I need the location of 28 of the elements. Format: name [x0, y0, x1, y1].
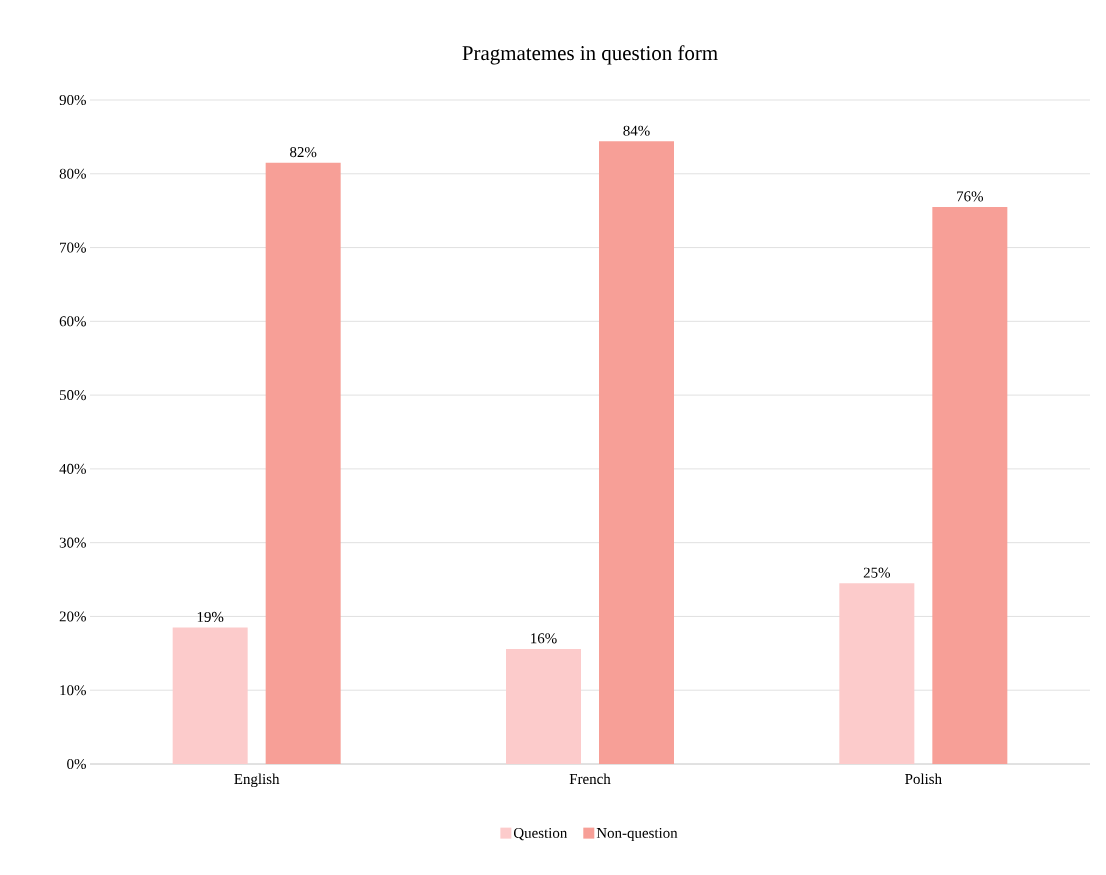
data-label: 76% — [957, 191, 984, 202]
data-label: 84% — [623, 125, 650, 136]
y-tick-label: 50% — [59, 390, 86, 401]
data-label: 25% — [863, 567, 891, 578]
bar — [599, 141, 674, 764]
y-tick-label: 60% — [59, 316, 86, 327]
bar — [839, 583, 915, 764]
bar — [172, 627, 248, 764]
data-label: 16% — [531, 633, 557, 644]
legend-label: Non-question — [596, 827, 678, 842]
bar — [932, 206, 1008, 764]
x-tick-label: French — [569, 773, 611, 785]
data-label: 19% — [197, 611, 224, 622]
x-tick-label: English — [234, 773, 280, 788]
y-tick-label: 30% — [59, 537, 86, 548]
y-tick-label: 70% — [60, 242, 86, 253]
y-tick-label: 10% — [60, 685, 86, 696]
bar — [506, 648, 581, 764]
bar — [265, 162, 341, 764]
y-tick-label: 40% — [59, 463, 86, 474]
y-tick-label: 20% — [59, 611, 86, 622]
data-label: 82% — [290, 147, 317, 158]
y-tick-label: 80% — [59, 168, 86, 179]
chart-title: Pragmatemes in question form — [462, 45, 718, 65]
legend-label: Question — [513, 827, 568, 841]
y-tick-label: 0% — [67, 758, 86, 770]
x-tick-label: Polish — [905, 773, 942, 785]
y-tick-label: 90% — [59, 94, 86, 106]
